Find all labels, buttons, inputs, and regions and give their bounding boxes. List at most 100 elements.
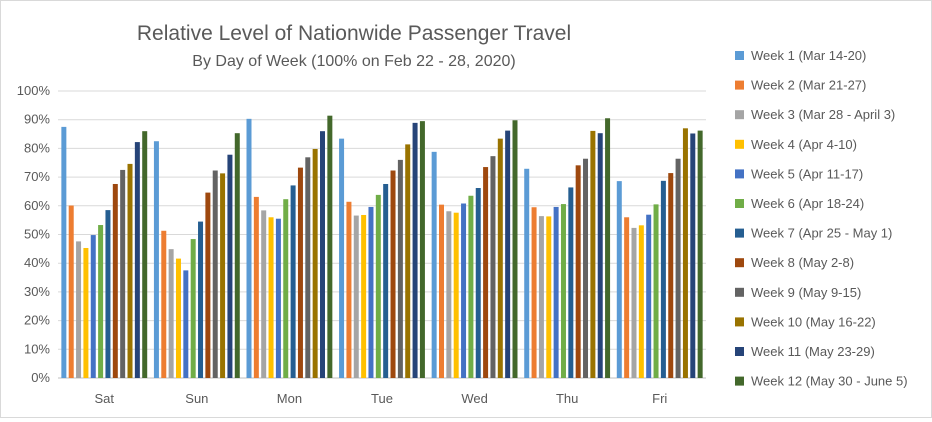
bar: [183, 270, 189, 379]
bar: [90, 235, 96, 378]
legend-label: Week 11 (May 23-29): [751, 344, 875, 359]
bar: [142, 131, 148, 378]
bar: [320, 131, 325, 378]
bar: [546, 216, 552, 378]
y-tick-label: 80%: [24, 140, 50, 155]
bar: [76, 241, 82, 378]
bar: [538, 216, 544, 378]
bar: [512, 120, 518, 379]
x-tick-label: Tue: [371, 391, 393, 406]
bar: [253, 196, 259, 378]
bar: [205, 192, 211, 378]
bar: [675, 158, 681, 378]
bar: [575, 165, 581, 378]
bar: [305, 157, 311, 378]
legend-swatch: [735, 347, 744, 356]
y-axis-ticks: 0% 10% 20% 30% 40% 50% 60% 70% 80% 90% 100%: [17, 83, 51, 385]
bar: [383, 183, 389, 378]
legend-swatch: [735, 51, 744, 60]
bar: [439, 204, 444, 378]
y-tick-label: 90%: [24, 112, 50, 127]
y-tick-label: 70%: [24, 169, 50, 184]
legend-swatch: [735, 199, 744, 208]
y-tick-label: 30%: [24, 284, 50, 299]
legend-swatch: [735, 110, 744, 120]
bar: [597, 133, 603, 378]
legend-label: Week 9 (May 9-15): [751, 285, 861, 300]
bar: [419, 121, 425, 378]
x-tick-label: Thu: [556, 391, 578, 406]
bar: [220, 173, 226, 378]
bar: [234, 133, 240, 378]
y-tick-label: 50%: [24, 227, 50, 242]
bar: [275, 218, 281, 378]
bar: [120, 169, 126, 378]
bar: [268, 217, 274, 378]
bar: [697, 130, 703, 378]
bar: [339, 138, 345, 378]
bar: [446, 211, 452, 378]
y-tick-label: 0%: [31, 370, 50, 385]
bar: [127, 163, 133, 378]
bar: [631, 227, 637, 378]
y-tick-label: 40%: [24, 255, 50, 270]
chart-subtitle: By Day of Week (100% on Feb 22 - 28, 202…: [192, 53, 515, 70]
bar: [68, 205, 74, 378]
bar: [327, 115, 333, 379]
bar: [646, 214, 652, 378]
bar: [453, 212, 459, 378]
legend-label: Week 5 (Apr 11-17): [751, 166, 863, 181]
bar: [353, 215, 359, 378]
bar: [368, 206, 374, 378]
legend-label: Week 10 (May 16-22): [751, 314, 876, 329]
bar: [175, 258, 181, 378]
bar: [198, 221, 204, 378]
bar: [134, 142, 140, 378]
bar: [83, 247, 89, 378]
bar: [568, 187, 574, 378]
bar: [638, 225, 644, 378]
x-tick-label: Sun: [185, 391, 208, 406]
y-tick-label: 10%: [24, 341, 50, 356]
bar: [524, 168, 530, 378]
bar: [590, 130, 596, 378]
bar: [227, 154, 233, 378]
legend-swatch: [735, 139, 744, 149]
x-tick-label: Mon: [277, 391, 302, 406]
x-tick-label: Fri: [652, 391, 667, 406]
bar: [660, 180, 666, 378]
bar: [668, 173, 674, 378]
x-tick-label: Sat: [95, 391, 115, 406]
bar: [624, 217, 630, 378]
bar: [505, 130, 511, 378]
legend-swatch: [735, 317, 744, 327]
bar: [560, 204, 566, 378]
bar: [390, 170, 396, 378]
bar: [497, 138, 503, 378]
bar: [397, 159, 403, 378]
bar: [490, 156, 496, 378]
bar: [361, 214, 367, 378]
x-axis-ticks: Sat Sun Mon Tue Wed Thu Fri: [95, 391, 668, 406]
bar: [375, 194, 381, 378]
x-tick-label: Wed: [461, 391, 488, 406]
legend-swatch: [735, 258, 744, 268]
bar: [461, 203, 467, 378]
legend-label: Week 7 (Apr 25 - May 1): [751, 226, 892, 241]
bar: [468, 195, 474, 378]
y-tick-label: 60%: [24, 198, 50, 213]
bar: [483, 167, 489, 378]
bar: [605, 118, 611, 378]
bar: [690, 133, 696, 378]
bar: [412, 122, 418, 378]
legend-label: Week 8 (May 2-8): [751, 255, 854, 270]
bar: [168, 249, 174, 378]
legend-label: Week 12 (May 30 - June 5): [751, 374, 908, 389]
bar: [297, 167, 303, 378]
bar: [283, 199, 289, 378]
bar: [346, 201, 352, 378]
legend-label: Week 6 (Apr 18-24): [751, 196, 864, 211]
legend-label: Week 3 (Mar 28 - April 3): [751, 107, 895, 122]
legend-swatch: [735, 287, 744, 297]
